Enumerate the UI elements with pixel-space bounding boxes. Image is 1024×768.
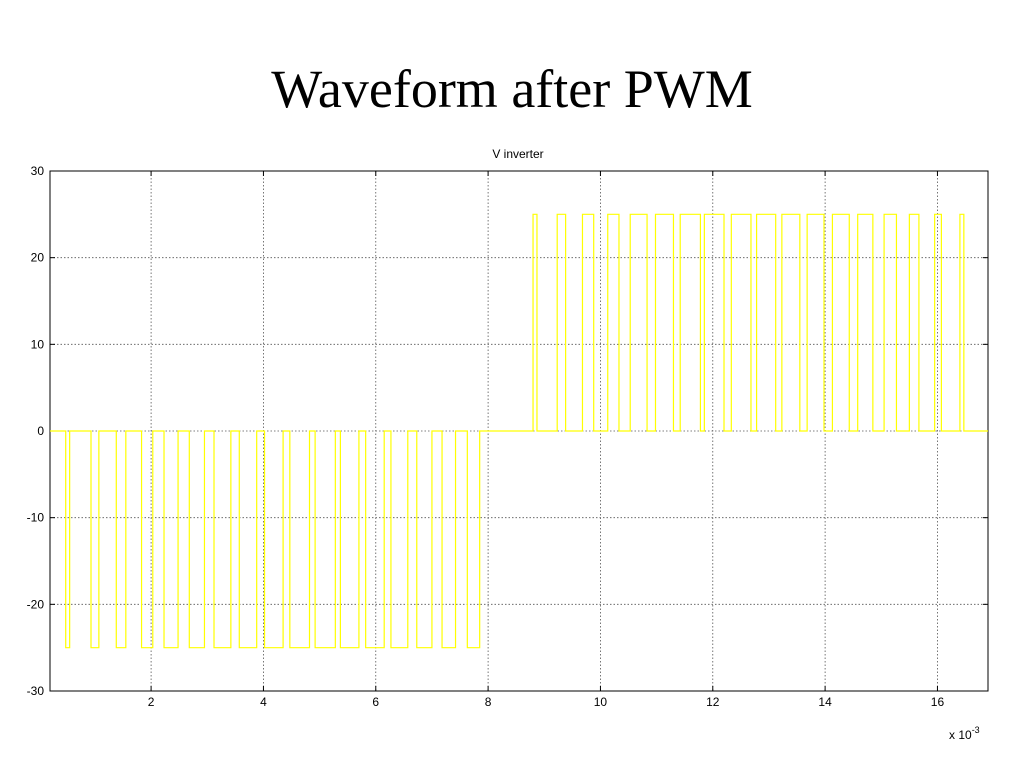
y-axis: 30 20 10 0 -10 -20 -30 <box>27 164 988 698</box>
x-tick-label: 4 <box>260 695 267 709</box>
x-tick-label: 14 <box>818 695 832 709</box>
waveform-series <box>50 213 988 649</box>
y-tick-label: 30 <box>31 164 45 178</box>
x-multiplier-base: x 10 <box>949 728 972 742</box>
x-tick-label: 8 <box>485 695 492 709</box>
x-tick-label: 6 <box>372 695 379 709</box>
x-tick-label: 12 <box>706 695 720 709</box>
y-tick-label: 20 <box>31 251 45 265</box>
x-tick-label: 2 <box>148 695 155 709</box>
y-tick-label: 0 <box>37 424 44 438</box>
x-multiplier-label: x 10-3 <box>949 725 980 742</box>
x-axis: 2 4 6 8 10 12 14 16 <box>148 171 945 709</box>
chart-title: V inverter <box>492 147 543 161</box>
y-tick-label: -10 <box>27 511 45 525</box>
y-tick-label: -20 <box>27 597 45 611</box>
x-tick-label: 10 <box>594 695 608 709</box>
y-tick-label: 10 <box>31 337 45 351</box>
slide-title: Waveform after PWM <box>271 59 753 119</box>
x-multiplier-exponent: -3 <box>972 725 980 735</box>
y-tick-label: -30 <box>27 684 45 698</box>
x-tick-label: 16 <box>931 695 945 709</box>
